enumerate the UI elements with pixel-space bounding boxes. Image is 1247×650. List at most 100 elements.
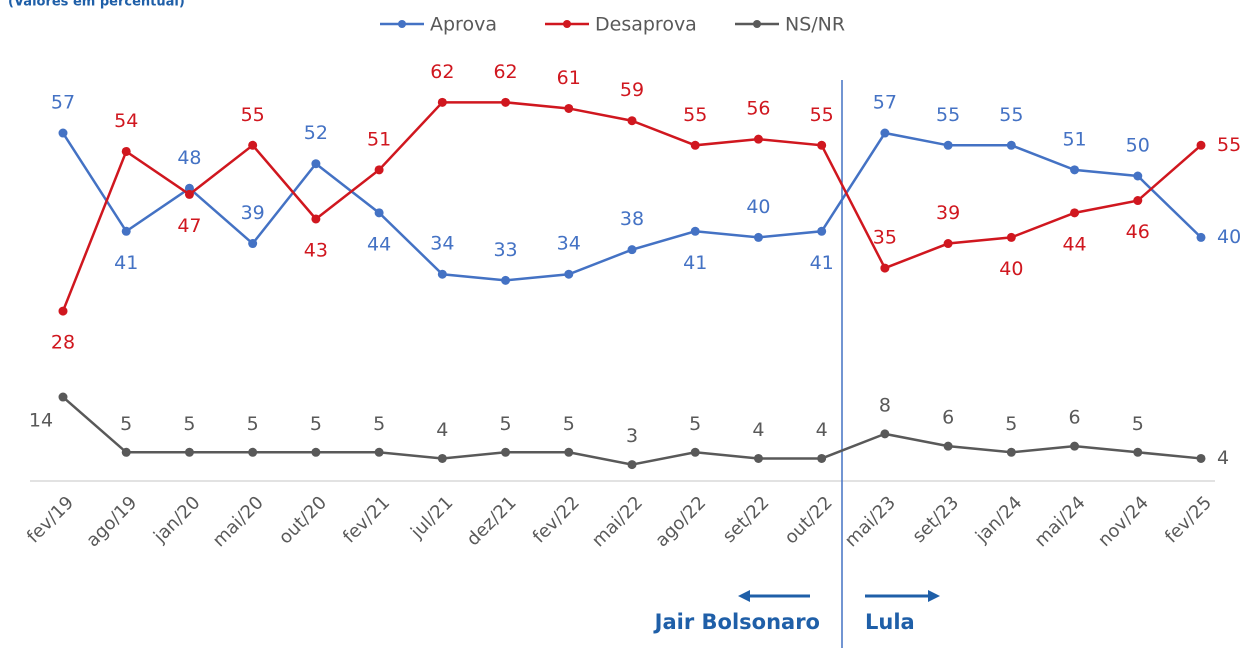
data-point [1196,232,1206,242]
data-point [437,97,447,107]
data-label: 35 [873,227,897,249]
x-tick-label: fev/22 [529,492,584,547]
data-label: 55 [1217,134,1241,156]
data-point [817,226,827,236]
data-point [311,214,321,224]
data-label: 54 [114,110,138,132]
data-label: 55 [241,104,265,126]
legend-marker [398,20,406,28]
data-point [501,447,511,457]
x-tick-label: set/23 [908,492,963,547]
data-point [1133,447,1143,457]
data-label: 5 [183,413,195,435]
data-label: 5 [500,413,512,435]
data-label: 52 [304,122,328,144]
data-label: 50 [1126,135,1150,157]
data-label: 61 [557,67,581,89]
data-label: 48 [177,147,201,169]
data-point [374,165,384,175]
arrow-head [928,590,940,602]
data-point [1133,171,1143,181]
x-tick-label: fev/19 [23,492,78,547]
legend-label: NS/NR [785,14,845,36]
data-point [1133,196,1143,206]
data-point [1006,447,1016,457]
chart-subtitle: (Valores em percentual) [8,0,185,10]
data-label: 33 [493,239,517,261]
data-label: 5 [563,413,575,435]
data-point [564,269,574,279]
data-label: 40 [746,196,770,218]
data-label: 62 [493,61,517,83]
data-label: 28 [51,332,75,354]
data-point [627,460,637,470]
data-point [1196,453,1206,463]
x-tick-label: jan/20 [149,492,204,547]
data-label: 39 [241,202,265,224]
data-label: 5 [689,413,701,435]
data-label: 56 [746,98,770,120]
x-tick-label: out/22 [781,492,837,548]
data-point [564,103,574,113]
data-label: 41 [683,252,707,274]
x-tick-label: out/20 [275,492,331,548]
data-point [58,128,68,138]
data-label: 44 [1062,233,1086,255]
data-point [374,447,384,457]
data-label: 4 [816,419,828,441]
data-point [943,140,953,150]
x-tick-label: dez/21 [463,492,521,550]
data-point [627,116,637,126]
data-label: 43 [304,239,328,261]
data-label: 3 [626,425,638,447]
x-tick-label: fev/25 [1161,492,1216,547]
data-point [690,226,700,236]
data-point [437,269,447,279]
data-label: 4 [752,419,764,441]
x-tick-label: ago/19 [82,492,141,551]
arrow-head [738,590,750,602]
data-label: 5 [310,413,322,435]
x-tick-label: mai/20 [209,492,268,551]
data-label: 44 [367,233,391,255]
data-point [1006,140,1016,150]
data-label: 41 [810,252,834,274]
data-point [58,306,68,316]
data-point [943,441,953,451]
annotation: Lula [865,610,915,634]
data-point [1196,140,1206,150]
data-label: 5 [1005,413,1017,435]
x-tick-label: fev/21 [339,492,394,547]
data-label: 51 [367,128,391,150]
legend-marker [753,20,761,28]
x-tick-label: mai/24 [1031,492,1090,551]
legend-label: Aprova [430,14,497,36]
data-label: 55 [683,104,707,126]
series-line [61,101,1202,312]
data-point [248,447,258,457]
data-label: 5 [120,413,132,435]
data-point [1006,232,1016,242]
data-point [248,140,258,150]
data-label: 6 [1069,407,1081,429]
data-label: 57 [51,92,75,114]
x-tick-label: mai/23 [841,492,900,551]
data-point [690,140,700,150]
data-label: 55 [936,104,960,126]
data-label: 40 [1217,226,1241,248]
x-tick-label: nov/24 [1094,492,1153,551]
legend-label: Desaprova [595,14,697,36]
data-label: 41 [114,252,138,274]
x-tick-label: set/22 [719,492,774,547]
data-label: 5 [373,413,385,435]
data-point [121,226,131,236]
data-point [437,453,447,463]
data-point [880,128,890,138]
data-point [58,392,68,402]
data-label: 55 [999,104,1023,126]
data-label: 55 [810,104,834,126]
series-line [61,131,1202,282]
data-point [311,447,321,457]
data-point [753,134,763,144]
